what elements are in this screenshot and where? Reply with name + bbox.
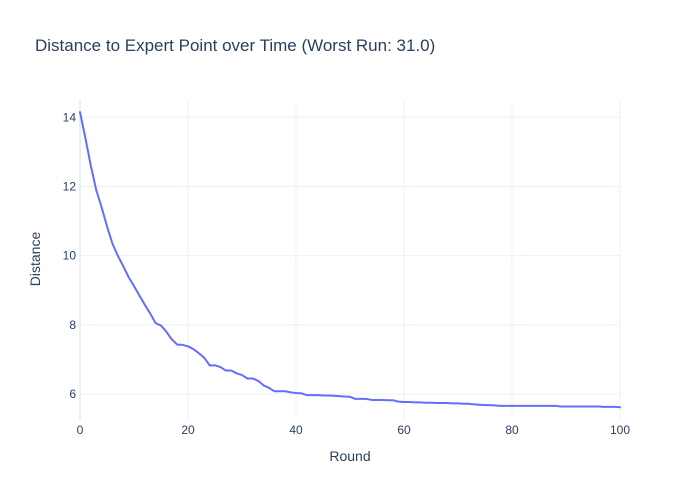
y-tick-label: 10: [63, 249, 77, 263]
y-tick-label: 12: [63, 179, 77, 193]
y-gridlines: [80, 116, 620, 395]
series-layer: [79, 111, 621, 409]
x-tick-label: 60: [397, 423, 411, 437]
x-tick-label: 20: [181, 423, 195, 437]
x-tick-label: 80: [505, 423, 519, 437]
y-tick-labels: 6 8 10 12 14: [63, 110, 77, 401]
y-axis-title: Distance: [27, 232, 43, 287]
x-axis-title: Round: [329, 448, 370, 464]
y-tick-label: 8: [69, 318, 76, 332]
x-tick-label: 0: [77, 423, 84, 437]
y-tick-label: 6: [69, 387, 76, 401]
x-gridlines: [79, 100, 621, 420]
chart-title: Distance to Expert Point over Time (Wors…: [35, 36, 435, 55]
series-line: [79, 111, 621, 409]
x-tick-label: 100: [610, 423, 630, 437]
x-tick-labels: 0 20 40 60 80 100: [77, 423, 631, 437]
y-tick-label: 14: [63, 110, 77, 124]
x-tick-label: 40: [289, 423, 303, 437]
